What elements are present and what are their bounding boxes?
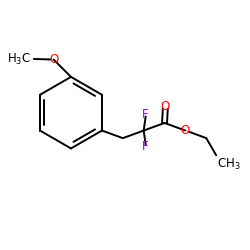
Text: H$_3$C: H$_3$C	[7, 52, 31, 66]
Text: F: F	[142, 140, 149, 153]
Text: CH$_3$: CH$_3$	[218, 157, 241, 172]
Text: F: F	[142, 108, 149, 121]
Text: O: O	[161, 100, 170, 114]
Text: O: O	[181, 124, 190, 137]
Text: O: O	[49, 53, 58, 66]
